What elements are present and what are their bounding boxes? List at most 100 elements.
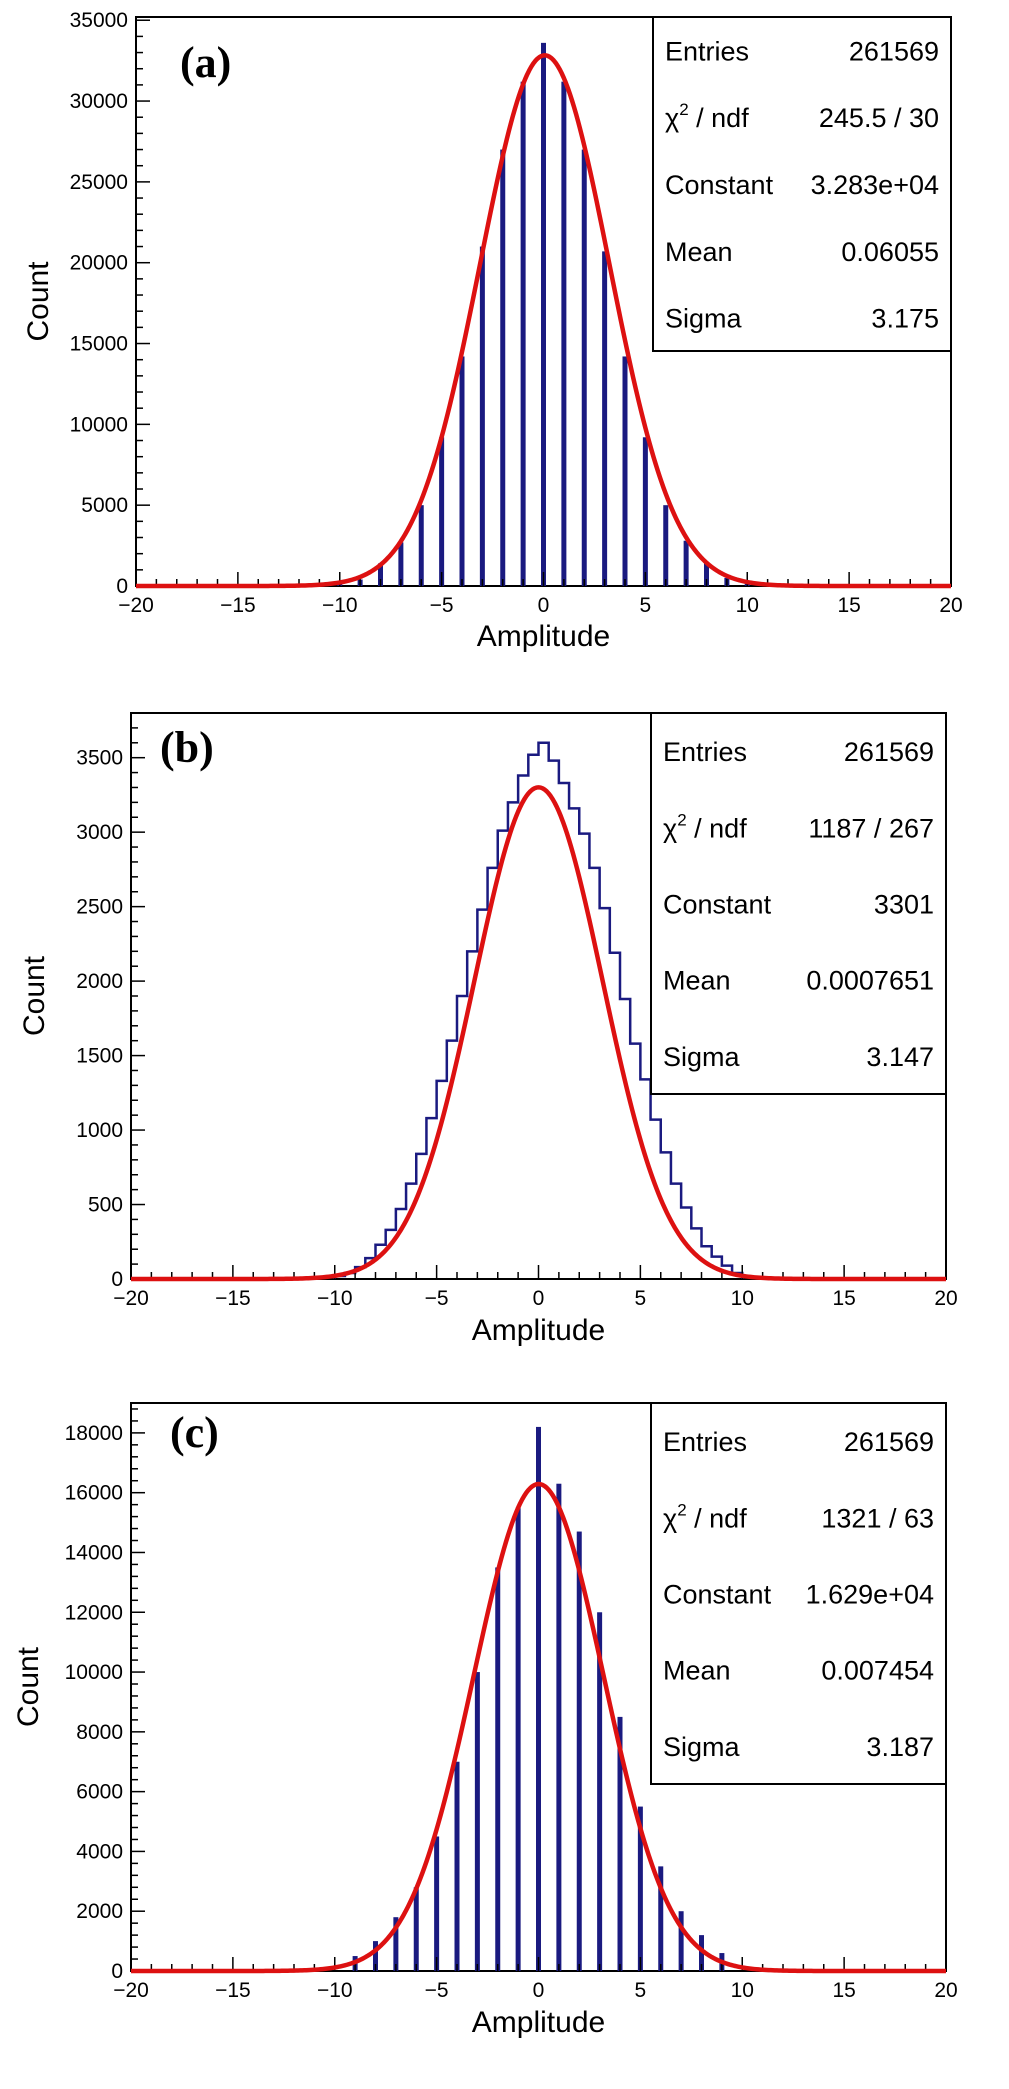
y-tick-label: 15000: [70, 333, 128, 356]
stats-box-frame: [650, 712, 947, 1095]
stat-value: 261569: [844, 1427, 934, 1457]
stat-value: 3.147: [866, 1042, 934, 1072]
x-tick-label: 5: [640, 594, 652, 617]
x-tick-label: 10: [736, 594, 759, 617]
x-tick-label: −5: [430, 594, 454, 617]
histogram-bar: [495, 1567, 501, 1971]
histogram-bar: [520, 81, 526, 586]
stat-value: 245.5 / 30: [819, 103, 939, 133]
histogram-step-line: [333, 741, 744, 1279]
histogram-bar: [439, 437, 445, 586]
stat-value: 1321 / 63: [821, 1503, 934, 1533]
x-tick-label: 15: [837, 594, 860, 617]
x-tick-label: −10: [322, 594, 358, 617]
y-tick-label: 8000: [76, 1721, 123, 1744]
histogram-bar: [617, 1716, 623, 1971]
y-tick-label: 3000: [76, 821, 123, 844]
y-tick-label: 3500: [76, 747, 123, 770]
x-tick-label: 0: [533, 1287, 545, 1310]
histogram-bar: [378, 563, 383, 586]
stat-label: Constant: [665, 170, 774, 200]
y-tick-label: 5000: [81, 494, 128, 517]
histogram-bar: [459, 356, 465, 586]
y-tick-label: 2500: [76, 896, 123, 919]
x-tick-label: 5: [635, 1287, 647, 1310]
stats-box-frame: [652, 16, 952, 352]
x-tick-label: 15: [832, 1979, 855, 2002]
panel-label: (a): [180, 38, 231, 87]
y-tick-label: 35000: [70, 9, 128, 32]
x-tick-label: 5: [635, 1979, 647, 2002]
histogram-bar: [597, 1612, 603, 1971]
y-tick-label: 0: [111, 1268, 123, 1291]
histogram-bar: [581, 149, 587, 586]
y-tick-label: 25000: [70, 171, 128, 194]
stats-box-frame: [650, 1402, 947, 1785]
histogram-bar: [536, 1426, 541, 1971]
histogram-bar: [663, 505, 669, 586]
stat-label: Entries: [663, 737, 747, 767]
stat-value: 3301: [874, 890, 934, 920]
gaussian-fit-curve: [130, 1481, 947, 1974]
x-tick-label: 0: [538, 594, 550, 617]
histogram-bar: [642, 437, 648, 586]
stat-label: Mean: [663, 966, 731, 996]
y-axis-title: Count: [22, 261, 55, 342]
histogram-bar: [418, 505, 424, 586]
stat-value: 3.283e+04: [811, 170, 939, 200]
stat-value: 261569: [849, 36, 939, 66]
histogram-bar: [602, 251, 608, 586]
histogram-bar: [658, 1866, 664, 1971]
x-tick-label: 15: [832, 1287, 855, 1310]
histogram-bar: [561, 81, 567, 586]
histogram-bar: [683, 540, 689, 586]
histogram-bar: [393, 1917, 399, 1971]
x-axis-title: Amplitude: [477, 620, 610, 653]
x-axis-title: Amplitude: [472, 2006, 605, 2039]
histogram-bar: [556, 1483, 562, 1971]
x-tick-label: −10: [317, 1979, 353, 2002]
x-tick-label: 20: [939, 594, 962, 617]
y-axis-title: Count: [12, 1646, 45, 1727]
x-tick-label: −20: [113, 1287, 149, 1310]
y-tick-label: 0: [111, 1960, 123, 1983]
y-tick-label: 1500: [76, 1045, 123, 1068]
stat-label: Constant: [663, 890, 772, 920]
stat-value: 1.629e+04: [806, 1580, 934, 1610]
stats-box: Entries 261569 χ2 / ndf 245.5 / 30 Constant 3…: [652, 16, 952, 352]
stat-value: 0.06055: [841, 237, 939, 267]
x-tick-label: −5: [425, 1287, 449, 1310]
histogram-bar: [622, 356, 628, 586]
y-tick-label: 10000: [70, 413, 128, 436]
x-tick-label: 20: [934, 1979, 957, 2002]
histogram-bar: [373, 1941, 378, 1971]
stat-label: Constant: [663, 1580, 772, 1610]
x-axis-title: Amplitude: [472, 1314, 605, 1347]
x-tick-label: 10: [731, 1287, 754, 1310]
stat-value: 3.175: [871, 304, 939, 334]
x-tick-label: −5: [425, 1979, 449, 2002]
y-tick-label: 20000: [70, 252, 128, 275]
stat-value: 0.007454: [821, 1656, 934, 1686]
stats-box: Entries 261569 χ2 / ndf 1187 / 267 Constant 3…: [650, 712, 947, 1095]
histogram-bar: [637, 1806, 643, 1971]
histogram-bar: [434, 1836, 440, 1971]
y-tick-label: 2000: [76, 1900, 123, 1923]
histogram-bar: [398, 542, 404, 586]
x-tick-label: −15: [220, 594, 256, 617]
x-tick-label: −20: [113, 1979, 149, 2002]
stat-value: 261569: [844, 737, 934, 767]
stat-value: 0.0007651: [806, 966, 934, 996]
stat-label: Sigma: [665, 304, 743, 334]
y-axis-title: Count: [18, 955, 51, 1036]
y-tick-label: 18000: [65, 1422, 123, 1445]
chart-panel-2: −20 −15 −10 −5 0 5 10 15 20 0 500 1000 1500 2000 2500 3…: [18, 712, 958, 1347]
chart-panel-3: −20 −15 −10 −5 0 5 10 15 20 0 2000 4000 6000 8000 1000…: [12, 1402, 958, 2039]
y-tick-label: 6000: [76, 1781, 123, 1804]
histogram-bar: [541, 42, 546, 586]
stats-box: Entries 261569 χ2 / ndf 1321 / 63 Constant 1.…: [650, 1402, 947, 1785]
histogram-bar: [515, 1507, 521, 1971]
stat-label: χ2 / ndf: [663, 1500, 747, 1533]
stat-label: Entries: [665, 36, 749, 66]
gaussian-fit-curve: [135, 53, 952, 589]
